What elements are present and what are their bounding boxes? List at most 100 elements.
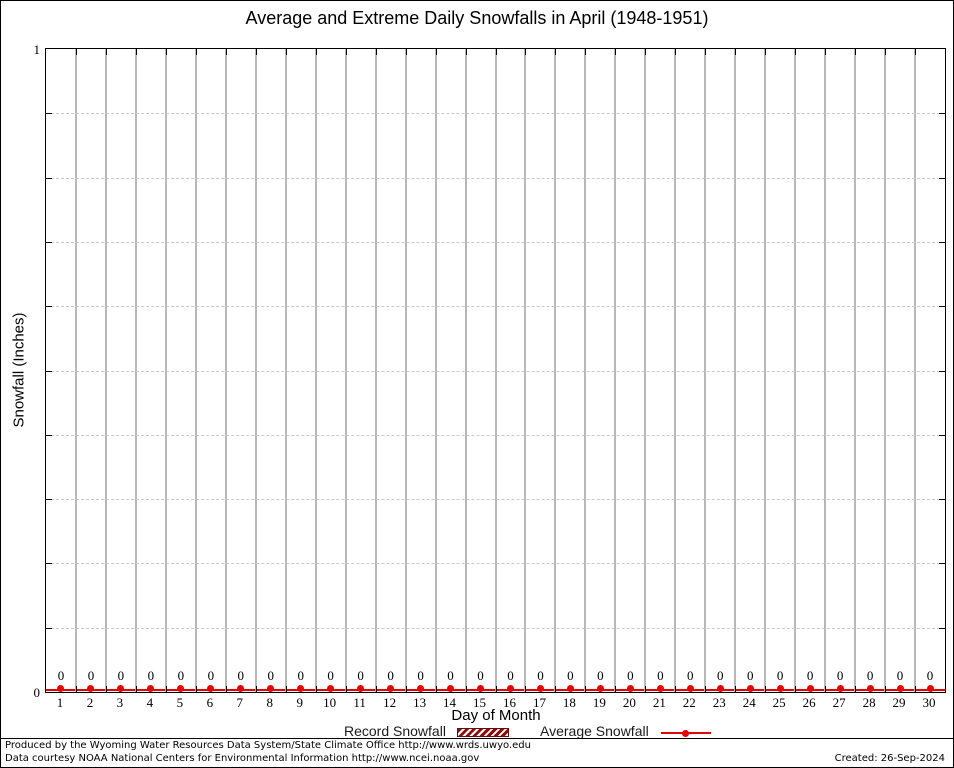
x-minor-tick-bottom <box>435 686 437 692</box>
legend-record-label: Record Snowfall <box>344 723 446 739</box>
point-value-label: 0 <box>57 668 65 683</box>
x-minor-tick-top <box>765 49 767 55</box>
x-minor-tick-bottom <box>825 686 827 692</box>
average-snowfall-marker <box>626 685 634 692</box>
point-value-label: 0 <box>87 668 95 683</box>
x-tick-label: 29 <box>892 695 906 710</box>
point-value-label: 0 <box>597 668 604 683</box>
x-minor-tick-top <box>135 49 137 55</box>
x-tick-label: 5 <box>176 695 184 710</box>
x-minor-tick-bottom <box>405 686 407 692</box>
point-value-label: 0 <box>117 668 125 683</box>
x-minor-tick-top <box>465 49 467 55</box>
grid-line-horizontal <box>46 370 945 372</box>
y-minor-tick-left <box>46 113 52 115</box>
x-minor-tick-bottom <box>375 686 377 692</box>
legend-average-label: Average Snowfall <box>540 723 649 739</box>
grid-line-horizontal <box>46 113 945 115</box>
x-tick-label: 25 <box>772 695 786 710</box>
y-minor-tick-right <box>939 563 945 565</box>
point-value-label: 0 <box>267 668 275 683</box>
x-tick-label: 26 <box>802 695 816 710</box>
x-axis-title: Day of Month <box>451 707 541 724</box>
average-snowfall-legend-marker <box>682 730 689 737</box>
x-minor-tick-top <box>405 49 407 55</box>
x-tick-label: 17 <box>532 695 546 710</box>
y-minor-tick-right <box>939 113 945 115</box>
point-value-label: 0 <box>207 668 215 683</box>
average-snowfall-marker <box>776 685 784 692</box>
footer-divider <box>1 738 953 739</box>
x-minor-tick-top <box>825 49 827 55</box>
average-snowfall-marker <box>477 685 485 692</box>
x-tick-label: 30 <box>922 695 936 710</box>
average-snowfall-marker <box>87 685 95 692</box>
y-minor-tick-left <box>46 306 52 308</box>
average-snowfall-marker <box>177 685 185 692</box>
y-minor-tick-right <box>939 499 945 501</box>
x-tick-label: 22 <box>682 695 696 710</box>
x-minor-tick-bottom <box>75 686 77 692</box>
y-minor-tick-right <box>939 241 945 243</box>
x-minor-tick-bottom <box>315 686 317 692</box>
x-minor-tick-top <box>885 49 887 55</box>
x-tick-label: 7 <box>236 695 244 710</box>
grid-line-horizontal <box>46 563 945 565</box>
x-tick-label: 12 <box>383 695 397 710</box>
x-tick-label: 9 <box>296 695 303 710</box>
point-value-label: 0 <box>926 668 934 683</box>
average-snowfall-marker <box>297 685 305 692</box>
x-tick-label: 23 <box>712 695 726 710</box>
x-minor-tick-bottom <box>885 686 887 692</box>
point-value-label: 0 <box>507 668 514 683</box>
average-snowfall-marker <box>237 685 245 692</box>
record-snowfall-swatch <box>457 728 509 737</box>
x-tick-label: 21 <box>652 695 666 710</box>
y-minor-tick-right <box>939 434 945 436</box>
x-minor-tick-top <box>855 49 857 55</box>
x-tick-label: 27 <box>832 695 846 710</box>
point-value-label: 0 <box>537 668 544 683</box>
x-minor-tick-top <box>915 49 917 55</box>
y-minor-tick-left <box>46 563 52 565</box>
y-axis-title: Snowfall (Inches) <box>10 312 28 428</box>
average-snowfall-marker <box>506 685 514 692</box>
y-tick-label-min: 0 <box>33 685 41 700</box>
average-snowfall-marker <box>147 685 155 692</box>
point-value-label: 0 <box>866 668 874 683</box>
x-minor-tick-top <box>795 49 797 55</box>
average-snowfall-marker <box>267 685 275 692</box>
average-snowfall-marker <box>746 685 754 692</box>
average-snowfall-marker <box>806 685 814 692</box>
x-minor-tick-bottom <box>735 686 737 692</box>
x-minor-tick-bottom <box>705 686 707 692</box>
chart-title: Average and Extreme Daily Snowfalls in A… <box>245 8 709 28</box>
x-minor-tick-top <box>435 49 437 55</box>
average-snowfall-marker <box>447 685 455 692</box>
average-snowfall-marker <box>207 685 215 692</box>
x-minor-tick-bottom <box>345 686 347 692</box>
point-value-label: 0 <box>327 668 334 683</box>
average-snowfall-marker <box>117 685 125 692</box>
x-minor-tick-top <box>255 49 257 55</box>
x-minor-tick-top <box>165 49 167 55</box>
x-minor-tick-top <box>675 49 677 55</box>
average-snowfall-marker <box>896 685 904 692</box>
x-minor-tick-bottom <box>525 686 527 692</box>
x-minor-tick-top <box>105 49 107 55</box>
point-value-label: 0 <box>237 668 245 683</box>
x-minor-tick-top <box>345 49 347 55</box>
x-minor-tick-bottom <box>225 686 227 692</box>
average-snowfall-marker <box>716 685 724 692</box>
y-minor-tick-right <box>939 306 945 308</box>
x-minor-tick-bottom <box>465 686 467 692</box>
point-value-label: 0 <box>896 668 904 683</box>
point-value-label: 0 <box>147 668 155 683</box>
point-value-label: 0 <box>836 668 844 683</box>
x-minor-tick-top <box>645 49 647 55</box>
x-minor-tick-bottom <box>285 686 287 692</box>
x-tick-label: 18 <box>562 695 576 710</box>
average-snowfall-marker <box>387 685 395 692</box>
footer-produced-by: Produced by the Wyoming Water Resources … <box>5 740 531 751</box>
